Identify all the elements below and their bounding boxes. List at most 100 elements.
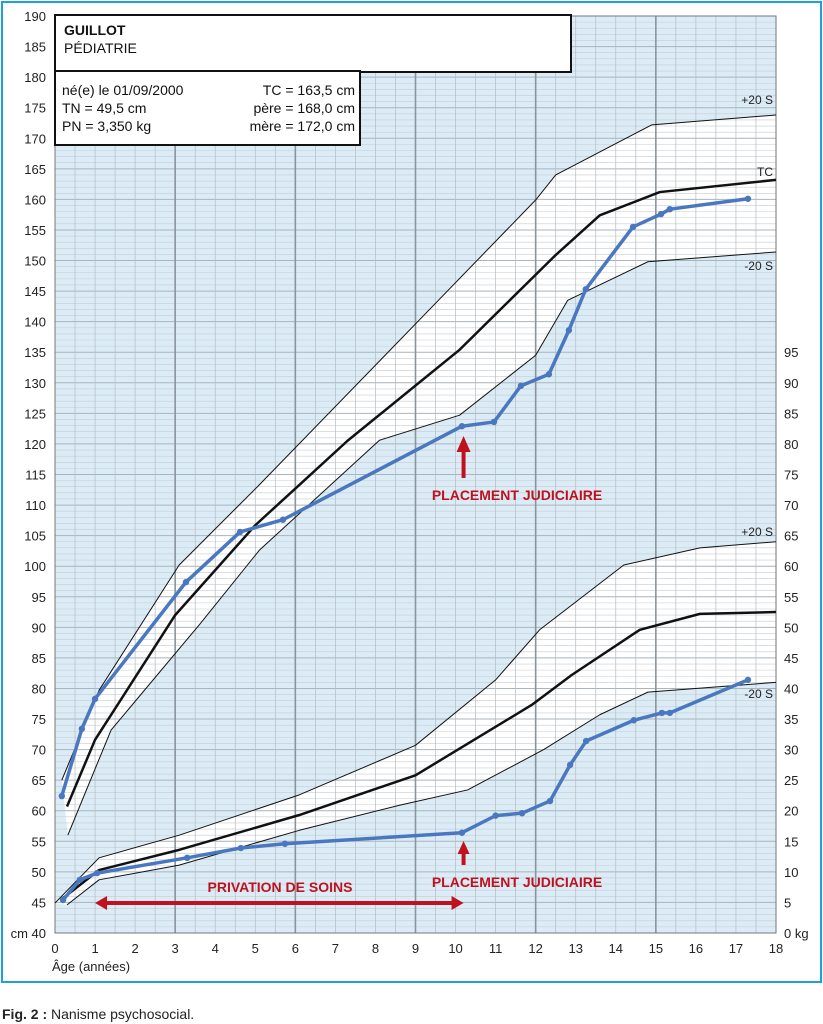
weight-data-point [546, 797, 554, 805]
height-plus-label: +20 S [741, 93, 773, 107]
y-tick-left: 100 [24, 559, 46, 574]
x-tick: 8 [372, 941, 379, 956]
height-data-point [58, 792, 66, 800]
y-tick-right: 55 [784, 590, 798, 605]
weight-data-point [183, 854, 191, 862]
chart-frame [1, 1, 822, 983]
height-data-point [666, 205, 674, 213]
height-minus-2sd-curve [67, 251, 777, 836]
mother-height: mère = 172,0 cm [249, 118, 355, 134]
height-data-point [629, 223, 637, 231]
arrow-left-icon [95, 896, 108, 910]
height-data-point [182, 578, 190, 586]
y-tick-right: 30 [784, 743, 798, 758]
y-tick-left: 105 [24, 529, 46, 544]
y-tick-left: 90 [32, 620, 46, 635]
x-tick: 1 [91, 941, 98, 956]
y-tick-left: 150 [24, 254, 46, 269]
height-data-point [78, 725, 86, 733]
y-tick-left: 60 [32, 804, 46, 819]
y-tick-right: 45 [784, 651, 798, 666]
y-tick-right: 75 [784, 468, 798, 483]
height-data-point [565, 327, 573, 334]
x-tick: 4 [212, 941, 219, 956]
birth-date: né(e) le 01/09/2000 [62, 82, 184, 98]
y-tick-left: 45 [32, 895, 46, 910]
height-plus-2sd-curve [61, 114, 777, 781]
y-tick-left: 125 [24, 406, 46, 421]
x-tick: 6 [292, 941, 299, 956]
y-tick-left: 170 [24, 131, 46, 146]
weight-minus-2sd-curve [66, 681, 777, 906]
weight-data-point [93, 869, 101, 877]
height-data-point [458, 423, 466, 430]
weight-series-line [61, 678, 749, 902]
weight-data-point [566, 761, 574, 769]
x-tick: 16 [689, 941, 703, 956]
service-name: PÉDIATRIE [64, 40, 137, 56]
arrow-up-icon [456, 436, 471, 452]
y-tick-right: 80 [784, 437, 798, 452]
x-tick: 5 [252, 941, 259, 956]
father-height: père = 168,0 cm [253, 100, 355, 116]
patient-info-box: né(e) le 01/09/2000 TN = 49,5 cm PN = 3,… [54, 70, 361, 146]
x-axis-label: Âge (années) [52, 959, 130, 974]
y-tick-left: 165 [24, 162, 46, 177]
y-tick-right: 50 [784, 620, 798, 635]
height-data-point [657, 210, 665, 218]
y-tick-left: 155 [24, 223, 46, 238]
arrow-up-icon [457, 841, 470, 854]
y-tick-right: 20 [784, 804, 798, 819]
height-data-point [279, 516, 287, 523]
birth-weight: PN = 3,350 kg [62, 118, 152, 134]
y-tick-right: 90 [784, 376, 798, 391]
weight-data-point [281, 840, 289, 847]
height-data-point [236, 528, 244, 536]
weight-data-point [76, 876, 84, 884]
placement-label-1: PLACEMENT JUDICIAIRE [432, 487, 602, 503]
weight-data-point [458, 829, 466, 836]
y-tick-left: 190 [24, 9, 46, 24]
x-tick: 17 [729, 941, 743, 956]
x-tick: 0 [51, 941, 58, 956]
y-tick-left: 50 [32, 865, 46, 880]
y-tick-left: 160 [24, 192, 46, 207]
y-tick-left: 110 [25, 498, 46, 513]
height-mean-curve [65, 178, 777, 807]
x-tick: 14 [609, 941, 623, 956]
y-tick-left: 140 [24, 315, 46, 330]
birth-length: TN = 49,5 cm [62, 100, 147, 116]
y-tick-left: 185 [24, 40, 46, 55]
header-box: GUILLOT PÉDIATRIE [54, 14, 572, 73]
x-tick: 12 [528, 941, 542, 956]
y-tick-left: 135 [24, 345, 46, 360]
weight-plus-2sd-curve [54, 541, 777, 904]
weight-data-point [744, 676, 752, 684]
arrow-right-icon [451, 896, 464, 910]
weight-data-point [59, 896, 67, 904]
y-tick-left: 75 [32, 712, 46, 727]
y-tick-left: 130 [24, 376, 46, 391]
y-tick-left: 85 [32, 651, 46, 666]
x-tick: 3 [172, 941, 179, 956]
y-tick-left: 115 [25, 468, 46, 483]
x-tick: 11 [489, 941, 503, 956]
weight-plus-label: +20 S [741, 525, 773, 539]
y-tick-right: 70 [784, 498, 798, 513]
y-tick-right: 60 [784, 559, 798, 574]
y-tick-right: 35 [784, 712, 798, 727]
placement-label-2: PLACEMENT JUDICIAIRE [432, 874, 602, 890]
height-data-point [517, 382, 525, 390]
x-tick: 15 [649, 941, 663, 956]
figure-caption: Fig. 2 : Nanisme psychosocial. [2, 1006, 194, 1022]
x-tick: 18 [769, 941, 783, 956]
y-tick-left: 65 [32, 773, 46, 788]
y-tick-right: 85 [784, 406, 798, 421]
patient-name: GUILLOT [64, 22, 126, 38]
y-tick-left: 175 [24, 101, 46, 116]
y-tick-right: 0 kg [784, 926, 809, 941]
height-data-point [91, 695, 99, 703]
privation-label: PRIVATION DE SOINS [208, 879, 353, 895]
x-tick: 13 [568, 941, 582, 956]
weight-minus-label: -20 S [744, 687, 773, 701]
